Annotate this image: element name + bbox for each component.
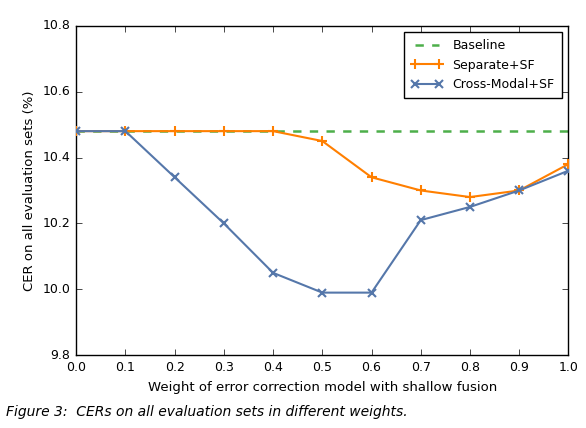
Cross-Modal+SF [73, 128, 80, 134]
Separate+SF [122, 128, 129, 134]
Cross-Modal+SF [171, 175, 178, 180]
Separate+SF [73, 128, 80, 134]
Separate+SF [319, 139, 326, 144]
Separate+SF [565, 161, 572, 166]
Cross-Modal+SF [319, 290, 326, 295]
Cross-Modal+SF [368, 290, 375, 295]
Cross-Modal+SF [122, 128, 129, 134]
Legend: Baseline, Separate+SF, Cross-Modal+SF: Baseline, Separate+SF, Cross-Modal+SF [404, 32, 562, 98]
Separate+SF [220, 128, 227, 134]
Cross-Modal+SF [220, 221, 227, 226]
Line: Separate+SF: Separate+SF [71, 126, 573, 202]
Text: Figure 3:  CERs on all evaluation sets in different weights.: Figure 3: CERs on all evaluation sets in… [6, 405, 407, 419]
Cross-Modal+SF [466, 205, 473, 210]
Separate+SF [417, 188, 424, 193]
Cross-Modal+SF [565, 168, 572, 173]
Separate+SF [270, 128, 277, 134]
Cross-Modal+SF [270, 270, 277, 275]
X-axis label: Weight of error correction model with shallow fusion: Weight of error correction model with sh… [148, 381, 497, 394]
Separate+SF [368, 175, 375, 180]
Separate+SF [516, 188, 523, 193]
Separate+SF [171, 128, 178, 134]
Separate+SF [466, 194, 473, 199]
Line: Cross-Modal+SF: Cross-Modal+SF [72, 127, 573, 297]
Y-axis label: CER on all evaluation sets (%): CER on all evaluation sets (%) [23, 90, 36, 291]
Cross-Modal+SF [516, 188, 523, 193]
Cross-Modal+SF [417, 217, 424, 223]
